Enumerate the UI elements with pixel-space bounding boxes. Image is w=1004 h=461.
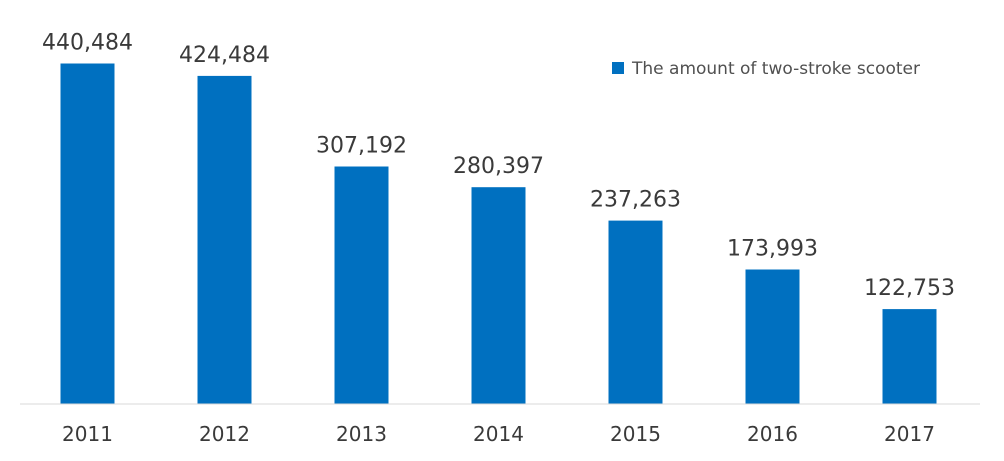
legend-label: The amount of two-stroke scooter	[631, 59, 920, 79]
data-label-2013: 307,192	[316, 134, 407, 159]
data-labels-layer: 440,484 424,484 307,192 280,397 237,263 173,9…	[42, 31, 955, 302]
bars-layer	[60, 63, 937, 405]
x-tick-label-2016: 2016	[747, 422, 798, 446]
data-label-2012: 424,484	[179, 43, 270, 68]
data-label-2015: 237,263	[590, 188, 681, 213]
legend-swatch	[612, 62, 624, 74]
x-tick-label-2014: 2014	[473, 422, 524, 446]
x-tick-label-2013: 2013	[336, 422, 387, 446]
x-tick-label-2012: 2012	[199, 422, 250, 446]
bar-2011	[60, 63, 115, 404]
data-label-2011: 440,484	[42, 31, 133, 56]
bar-2017	[882, 309, 937, 404]
bar-2013	[334, 166, 389, 404]
bar-2015	[608, 220, 663, 404]
legend: The amount of two-stroke scooter	[612, 59, 920, 79]
x-tick-label-2015: 2015	[610, 422, 661, 446]
x-tick-label-2011: 2011	[62, 422, 113, 446]
bar-2014	[471, 187, 526, 404]
bar-2016	[745, 269, 800, 404]
x-tick-label-2017: 2017	[884, 422, 935, 446]
x-tick-labels-layer: 2011 2012 2013 2014 2015 2016 2017	[62, 422, 935, 446]
bar-2012	[197, 75, 252, 405]
data-label-2016: 173,993	[727, 237, 818, 262]
data-label-2014: 280,397	[453, 154, 544, 179]
data-label-2017: 122,753	[864, 276, 955, 301]
